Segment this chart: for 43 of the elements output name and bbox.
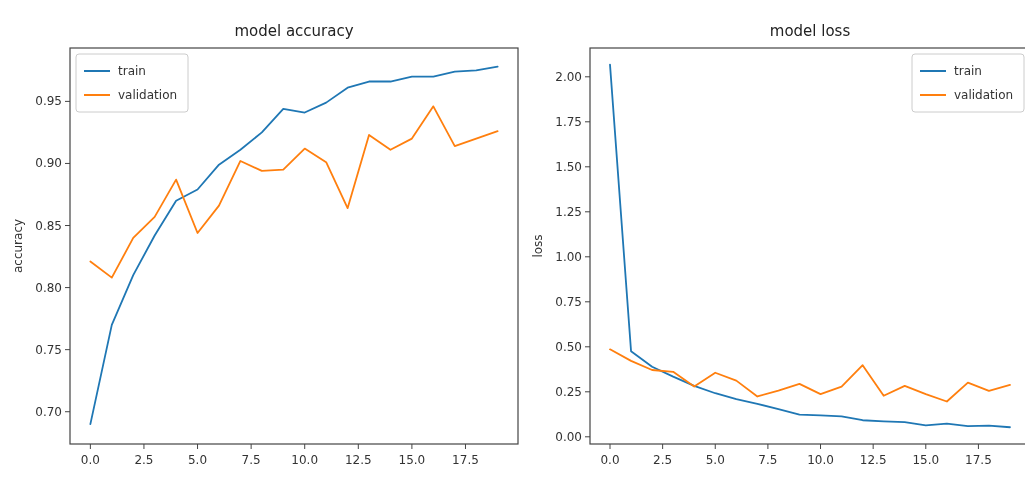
line-series	[609, 348, 1011, 403]
y-tick-label: 0.25	[555, 384, 582, 399]
x-tick-label: 5.0	[705, 453, 725, 467]
x-tick-label: 7.5	[241, 453, 261, 467]
y-tick-label: 1.75	[555, 114, 582, 129]
legend-label: train	[118, 64, 146, 78]
legend-label: train	[954, 64, 982, 78]
x-tick-label: 2.5	[134, 453, 154, 467]
x-tick-label: 10.0	[291, 453, 319, 467]
chart-title: model loss	[769, 22, 851, 40]
x-tick-label: 7.5	[758, 453, 778, 467]
x-tick-label: 15.0	[398, 453, 426, 467]
x-tick-label: 15.0	[912, 453, 940, 467]
y-tick-label: 2.00	[555, 69, 582, 84]
y-tick-label: 0.00	[555, 429, 582, 444]
x-tick-label: 0.0	[80, 453, 100, 467]
y-tick-label: 0.85	[35, 218, 62, 233]
line-series	[609, 63, 1011, 429]
x-tick-label: 2.5	[653, 453, 673, 467]
y-tick-label: 0.90	[35, 156, 62, 171]
legend-label: validation	[118, 88, 178, 102]
x-tick-label: 12.5	[859, 453, 887, 467]
x-tick-label: 12.5	[344, 453, 372, 467]
chart-title: model accuracy	[234, 22, 354, 40]
x-tick-label: 17.5	[452, 453, 479, 467]
y-tick-label: 1.50	[555, 159, 582, 174]
x-tick-label: 5.0	[187, 453, 208, 467]
x-tick-label: 17.5	[965, 453, 992, 467]
x-tick-label: 10.0	[807, 453, 834, 467]
y-tick-label: 1.25	[555, 204, 582, 219]
y-tick-label: 0.80	[35, 280, 62, 295]
y-tick-label: 0.75	[555, 294, 582, 309]
y-axis-title: loss	[531, 234, 545, 258]
legend-label: validation	[954, 88, 1014, 102]
y-tick-label: 0.95	[35, 94, 62, 109]
line-series	[89, 65, 499, 426]
y-axis-title: accuracy	[11, 218, 25, 274]
y-tick-label: 0.75	[35, 342, 62, 357]
y-tick-label: 0.50	[555, 339, 582, 354]
x-tick-label: 0.0	[600, 453, 620, 467]
y-tick-label: 1.00	[555, 249, 582, 264]
y-tick-label: 0.70	[35, 404, 62, 419]
line-series	[89, 105, 499, 279]
